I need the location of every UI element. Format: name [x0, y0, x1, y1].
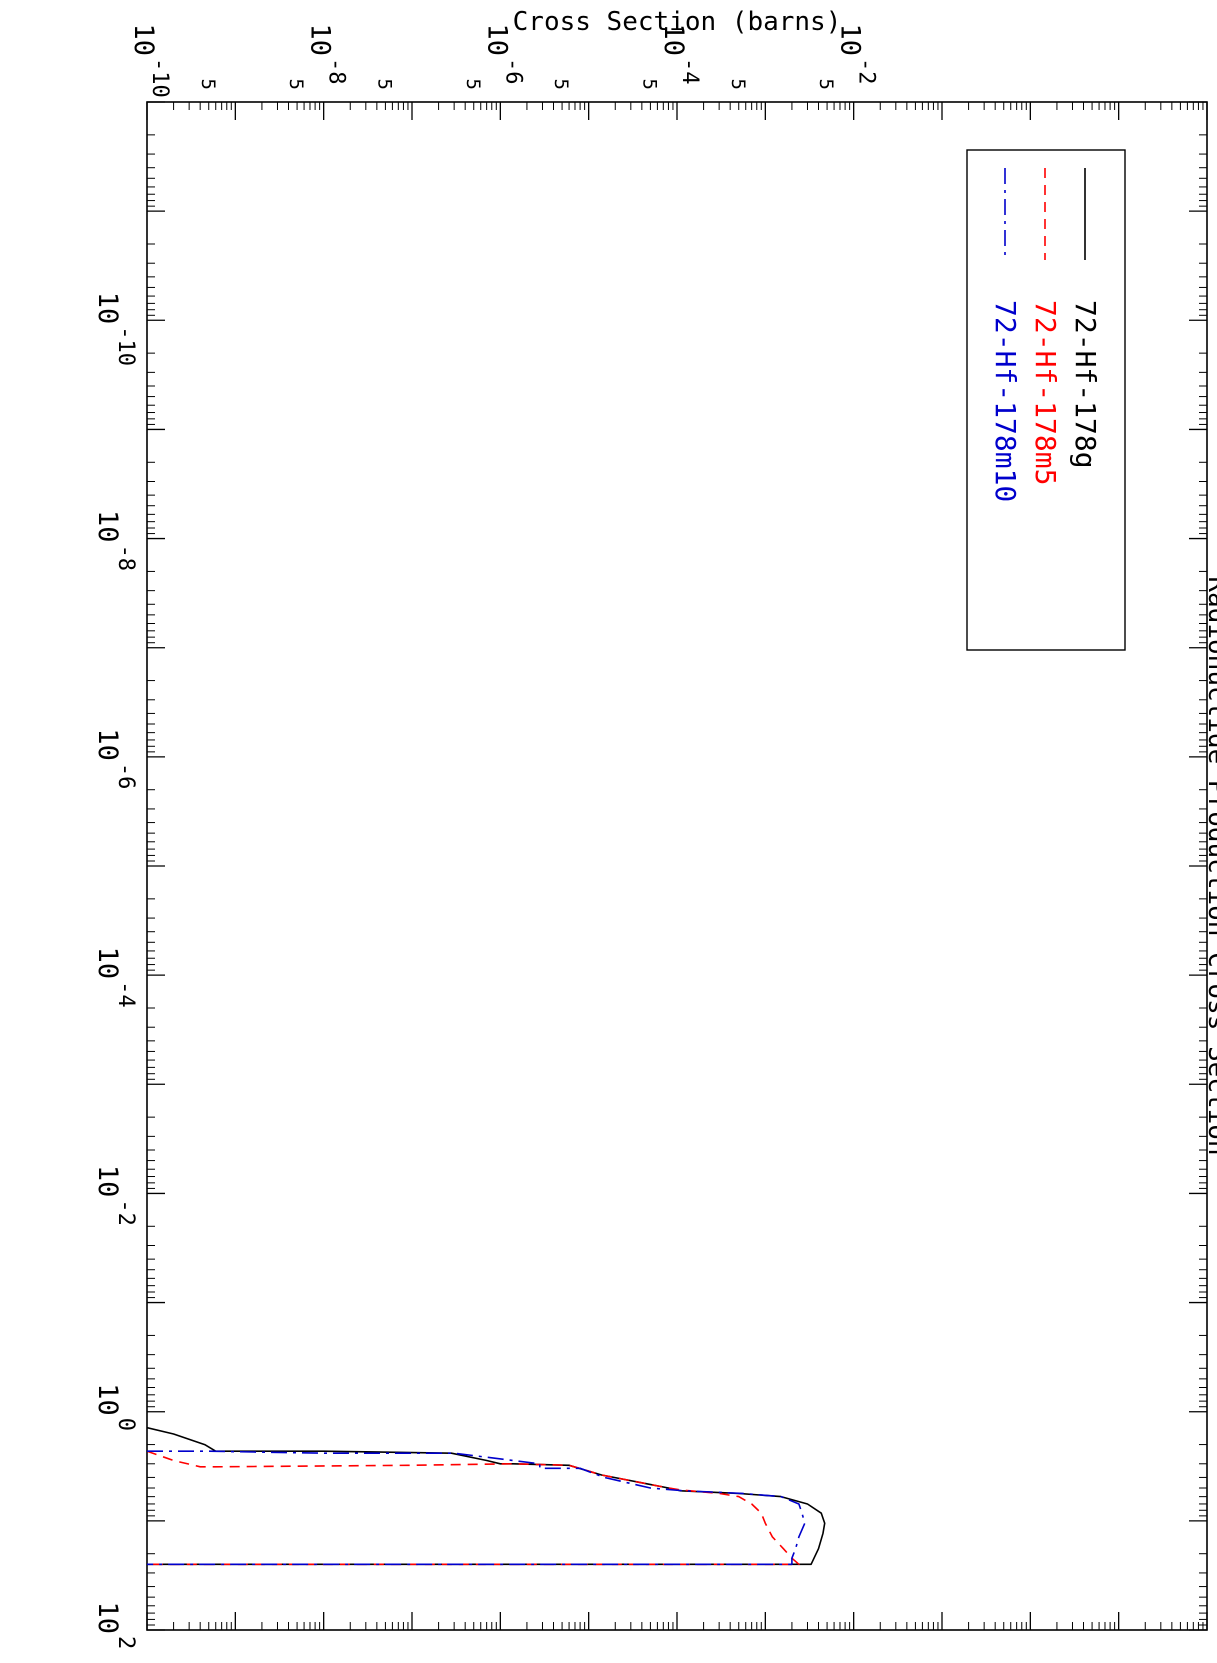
y-tick-label: 10-6: [481, 23, 525, 84]
y-tick-label-base: 10: [835, 23, 866, 56]
y-axis-label: Cross Section (barns): [513, 7, 842, 37]
y-tick-label-exponent: -10: [147, 58, 172, 98]
y-tick-label-exponent: -6: [500, 58, 525, 85]
series-line-0: [147, 1426, 826, 1566]
x-tick-label: 10-10: [92, 292, 138, 366]
x-tick-label-base: 10: [92, 1383, 123, 1416]
y-tick-label: 10-2: [835, 23, 879, 84]
series-line-2: [147, 1450, 806, 1566]
y-minor-tick-label: 5: [285, 79, 307, 90]
y-tick-label: 10-10: [128, 23, 172, 97]
x-tick-label-exponent: 2: [113, 1636, 138, 1649]
series-layer: [147, 1426, 826, 1566]
legend-label-2: 72-Hf-178m10: [989, 300, 1022, 502]
tick-labels: 10-1010-810-610-410-210010210-1010-810-6…: [92, 23, 879, 1649]
x-tick-label-exponent: -2: [113, 1199, 138, 1226]
major-ticks: [146, 101, 1208, 1631]
x-tick-label-base: 10: [92, 1601, 123, 1634]
y-tick-label-exponent: -4: [677, 58, 702, 85]
x-tick-label-exponent: -8: [113, 545, 138, 572]
y-minor-tick-label: 5: [638, 79, 660, 90]
x-tick-label: 10-2: [92, 1165, 138, 1226]
x-tick-label: 102: [92, 1601, 138, 1649]
x-tick-label-base: 10: [92, 1165, 123, 1198]
series-line-1: [147, 1450, 800, 1566]
y-minor-tick-label: 5: [550, 79, 572, 90]
legend-label-0: 72-Hf-178g: [1069, 300, 1102, 469]
y-tick-label: 10-8: [305, 23, 349, 84]
x-tick-label-base: 10: [92, 728, 123, 761]
x-tick-label: 10-6: [92, 728, 138, 789]
y-tick-label: 10-4: [658, 23, 702, 84]
y-tick-label-base: 10: [305, 23, 336, 56]
x-tick-label-exponent: -10: [113, 326, 138, 366]
x-tick-label-exponent: -4: [113, 981, 138, 1008]
y-tick-label-base: 10: [481, 23, 512, 56]
x-tick-label-base: 10: [92, 510, 123, 543]
y-minor-tick-label: 5: [197, 79, 219, 90]
y-minor-tick-label: 5: [462, 79, 484, 90]
y-minor-tick-label: 5: [815, 79, 837, 90]
y-tick-label-exponent: -8: [324, 58, 349, 85]
chart-rotated-group: 10-1010-810-610-410-210010210-1010-810-6…: [92, 7, 1217, 1649]
x-tick-label-base: 10: [92, 292, 123, 325]
y-tick-label-base: 10: [128, 23, 159, 56]
x-tick-label: 10-8: [92, 510, 138, 571]
x-tick-label-exponent: 0: [113, 1418, 138, 1431]
x-tick-label-base: 10: [92, 947, 123, 980]
minor-ticks: [147, 102, 1207, 1630]
y-minor-tick-label: 5: [373, 79, 395, 90]
y-minor-tick-label: 5: [727, 79, 749, 90]
x-tick-label-exponent: -6: [113, 763, 138, 790]
x-tick-label: 10-4: [92, 947, 138, 1008]
x-tick-label: 100: [92, 1383, 138, 1431]
y-tick-label-exponent: -2: [854, 58, 879, 85]
chart-title: Radionuclide Production Cross Section: [1202, 576, 1217, 1155]
legend-label-1: 72-Hf-178m5: [1029, 300, 1062, 485]
y-tick-label-base: 10: [658, 23, 689, 56]
legend-frame: [966, 149, 1126, 651]
